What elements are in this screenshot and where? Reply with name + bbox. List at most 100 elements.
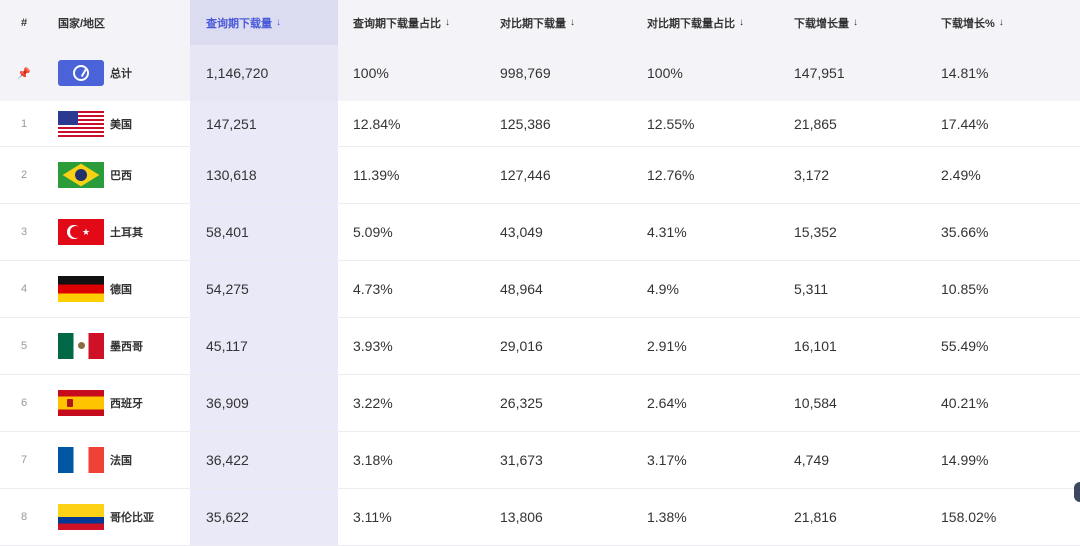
growth: 21,816 bbox=[794, 509, 837, 525]
country-name: 土耳其 bbox=[110, 227, 143, 239]
compare-downloads: 127,446 bbox=[500, 167, 551, 183]
sort-arrow-icon: ↓ bbox=[570, 17, 575, 28]
compare-downloads: 26,325 bbox=[500, 395, 543, 411]
country-name: 法国 bbox=[110, 455, 132, 467]
compare-share: 12.76% bbox=[647, 167, 695, 183]
query-downloads: 35,622 bbox=[190, 489, 338, 545]
row-index: 6 bbox=[20, 397, 28, 409]
header-compare-share-sort[interactable]: 对比期下载量占比 ↓ bbox=[647, 0, 744, 45]
total-country: 总计 bbox=[58, 45, 188, 101]
header-query-downloads-label: 查询期下载量 bbox=[206, 17, 272, 30]
header-compare-downloads-label: 对比期下载量 bbox=[500, 17, 566, 30]
row-index: 7 bbox=[20, 454, 28, 466]
table-row[interactable]: 4 德国 54,275 4.73% 48,964 4.9% 5,311 10.8… bbox=[0, 261, 1080, 318]
country-name: 西班牙 bbox=[110, 398, 143, 410]
row-country: 德国 bbox=[58, 261, 188, 317]
query-downloads: 36,422 bbox=[190, 432, 338, 488]
table-row[interactable]: 6 西班牙 36,909 3.22% 26,325 2.64% 10,584 4… bbox=[0, 375, 1080, 432]
row-country: ★ 土耳其 bbox=[58, 204, 188, 260]
growth: 10,584 bbox=[794, 395, 837, 411]
total-query-downloads: 1,146,720 bbox=[190, 45, 338, 101]
germany-flag-icon bbox=[58, 276, 104, 302]
country-name: 德国 bbox=[110, 284, 132, 296]
row-country: 墨西哥 bbox=[58, 318, 188, 374]
query-share: 3.18% bbox=[353, 452, 393, 468]
compare-share: 3.17% bbox=[647, 452, 687, 468]
compare-share: 2.91% bbox=[647, 338, 687, 354]
table-row[interactable]: 2 巴西 130,618 11.39% 127,446 12.76% 3,172… bbox=[0, 147, 1080, 204]
query-share: 4.73% bbox=[353, 281, 393, 297]
table-row[interactable]: 5 墨西哥 45,117 3.93% 29,016 2.91% 16,101 5… bbox=[0, 318, 1080, 375]
header-growth-label: 下载增长量 bbox=[794, 17, 849, 30]
compare-downloads: 43,049 bbox=[500, 224, 543, 240]
row-country: 法国 bbox=[58, 432, 188, 488]
row-country: 美国 bbox=[58, 101, 188, 146]
row-country: 哥伦比亚 bbox=[58, 489, 188, 545]
pin-icon: 📌 bbox=[17, 67, 31, 80]
header-growth-sort[interactable]: 下载增长量 ↓ bbox=[794, 0, 858, 45]
query-downloads: 45,117 bbox=[190, 318, 338, 374]
brazil-flag-icon bbox=[58, 162, 104, 188]
growth-pct: 14.99% bbox=[941, 452, 989, 468]
query-downloads: 36,909 bbox=[190, 375, 338, 431]
table-header: # 国家/地区 查询期下载量 ↓ 查询期下载量占比 ↓ 对比期下载量 ↓ 对比期下载量… bbox=[0, 0, 1080, 45]
header-growth-pct-sort[interactable]: 下载增长% ↓ bbox=[941, 0, 1004, 45]
row-country: 西班牙 bbox=[58, 375, 188, 431]
row-country: 巴西 bbox=[58, 147, 188, 203]
table-row[interactable]: 3 ★ 土耳其 58,401 5.09% 43,049 4.31% 15,352… bbox=[0, 204, 1080, 261]
growth-pct: 35.66% bbox=[941, 224, 989, 240]
france-flag-icon bbox=[58, 447, 104, 473]
mexico-flag-icon bbox=[58, 333, 104, 359]
growth-pct: 158.02% bbox=[941, 509, 997, 525]
query-share: 3.11% bbox=[353, 509, 392, 525]
growth-pct: 2.49% bbox=[941, 167, 981, 183]
total-growth: 147,951 bbox=[794, 65, 845, 81]
growth-pct: 55.49% bbox=[941, 338, 989, 354]
table-row[interactable]: 8 哥伦比亚 35,622 3.11% 13,806 1.38% 21,816 … bbox=[0, 489, 1080, 546]
growth-pct: 40.21% bbox=[941, 395, 989, 411]
growth: 15,352 bbox=[794, 224, 837, 240]
query-share: 3.22% bbox=[353, 395, 393, 411]
row-index: 8 bbox=[20, 511, 28, 523]
header-growth-pct-label: 下载增长% bbox=[941, 17, 995, 30]
growth: 16,101 bbox=[794, 338, 837, 354]
header-compare-downloads-sort[interactable]: 对比期下载量 ↓ bbox=[500, 0, 575, 45]
growth: 4,749 bbox=[794, 452, 830, 468]
query-downloads: 54,275 bbox=[190, 261, 338, 317]
table-row[interactable]: 7 法国 36,422 3.18% 31,673 3.17% 4,749 14.… bbox=[0, 432, 1080, 489]
header-country: 国家/地区 bbox=[58, 17, 106, 30]
compare-downloads: 48,964 bbox=[500, 281, 543, 297]
sort-arrow-icon: ↓ bbox=[739, 17, 744, 28]
compare-share: 2.64% bbox=[647, 395, 687, 411]
header-compare-share-label: 对比期下载量占比 bbox=[647, 17, 735, 30]
total-row: 📌 总计 1,146,720 100% 998,769 100% 147,951… bbox=[0, 45, 1080, 101]
sort-arrow-icon: ↓ bbox=[276, 17, 281, 28]
header-query-share-sort[interactable]: 查询期下载量占比 ↓ bbox=[353, 0, 450, 45]
country-name: 墨西哥 bbox=[110, 341, 143, 353]
query-share: 5.09% bbox=[353, 224, 393, 240]
header-query-downloads-sort[interactable]: 查询期下载量 ↓ bbox=[190, 0, 338, 45]
compare-downloads: 13,806 bbox=[500, 509, 543, 525]
query-share: 11.39% bbox=[353, 167, 400, 183]
row-index: 1 bbox=[20, 117, 28, 130]
growth-pct: 10.85% bbox=[941, 281, 989, 297]
table-row[interactable]: 1 美国 147,251 12.84% 125,386 12.55% 21,86… bbox=[0, 101, 1080, 147]
header-index: # bbox=[20, 16, 28, 29]
compare-downloads: 125,386 bbox=[500, 115, 551, 132]
total-query-share: 100% bbox=[353, 65, 389, 81]
row-index: 3 bbox=[20, 226, 28, 238]
row-index: 5 bbox=[20, 340, 28, 352]
growth: 21,865 bbox=[794, 115, 837, 132]
total-compare-downloads: 998,769 bbox=[500, 65, 551, 81]
query-downloads: 130,618 bbox=[190, 147, 338, 203]
query-share: 12.84% bbox=[353, 115, 401, 132]
compare-share: 12.55% bbox=[647, 115, 695, 132]
sort-arrow-icon: ↓ bbox=[998, 17, 1004, 28]
side-panel-handle[interactable] bbox=[1074, 482, 1080, 502]
compare-downloads: 31,673 bbox=[500, 452, 543, 468]
compare-share: 4.31% bbox=[647, 224, 687, 240]
compare-share: 1.38% bbox=[647, 509, 687, 525]
header-query-share-label: 查询期下载量占比 bbox=[353, 17, 441, 30]
compare-downloads: 29,016 bbox=[500, 338, 543, 354]
